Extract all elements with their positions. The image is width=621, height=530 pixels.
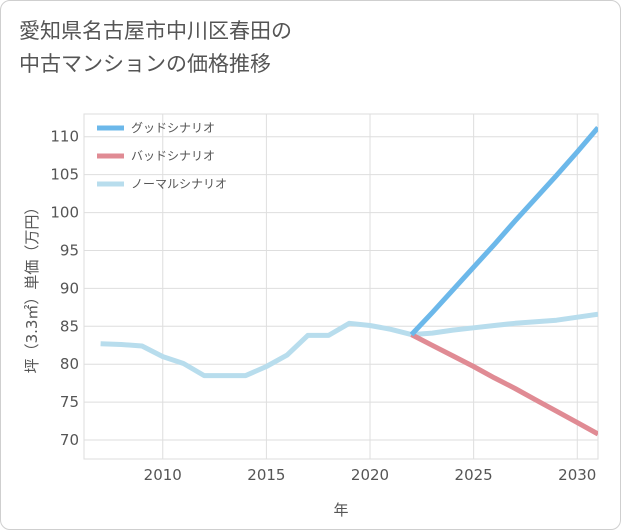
y-tick-label: 110 (50, 128, 79, 146)
y-axis-label: 坪（3.3㎡）単価（万円） (23, 200, 41, 374)
y-tick-label: 95 (60, 241, 79, 259)
x-tick-label: 2010 (144, 466, 182, 484)
chart-title-line-2: 中古マンションの価格推移 (19, 52, 271, 76)
legend-label-1: バッドシナリオ (131, 149, 215, 163)
legend-label-0: グッドシナリオ (131, 121, 215, 135)
y-tick-label: 70 (60, 431, 79, 449)
y-tick-label: 100 (50, 204, 79, 222)
x-tick-label: 2020 (351, 466, 389, 484)
grid (83, 113, 599, 460)
chart-title: 愛知県名古屋市中川区春田の 中古マンションの価格推移 (19, 15, 292, 81)
tick-labels: 70 75 80 85 90 95 100 105 110 2010 2015 2020 2025 203… (50, 128, 596, 484)
chart-title-line-1: 愛知県名古屋市中川区春田の (19, 19, 292, 43)
series-lines (100, 125, 598, 437)
x-tick-label: 2015 (247, 466, 285, 484)
series-line-1 (410, 332, 598, 437)
y-tick-label: 80 (60, 355, 79, 373)
series-line-2 (100, 311, 598, 379)
x-tick-label: 2025 (455, 466, 493, 484)
plot-frame (83, 113, 599, 460)
series-line-0 (409, 125, 598, 337)
x-tick-label: 2030 (558, 466, 596, 484)
y-tick-label: 85 (60, 317, 79, 335)
x-axis-label: 年 (333, 501, 348, 519)
legend-label-2: ノーマルシナリオ (131, 177, 227, 191)
y-tick-label: 105 (50, 166, 79, 184)
y-tick-label: 90 (60, 279, 79, 297)
y-tick-label: 75 (60, 393, 79, 411)
